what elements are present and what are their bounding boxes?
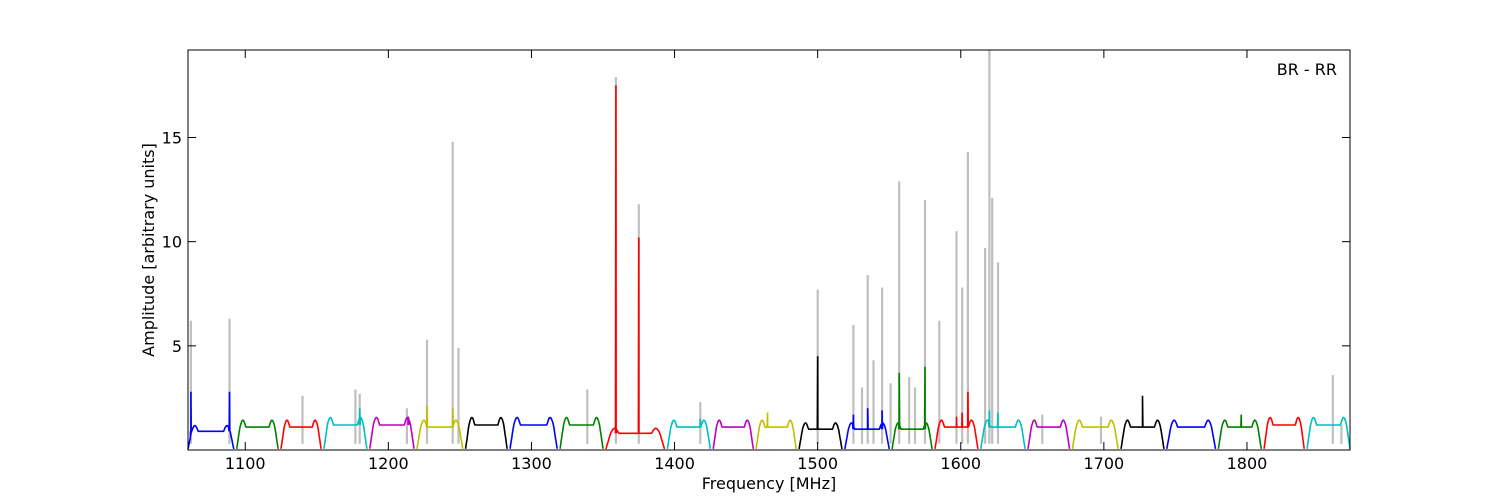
band-trace	[1263, 416, 1305, 449]
band-trace	[464, 416, 508, 449]
y-tick-label: 10	[162, 233, 182, 252]
band-trace	[755, 412, 797, 450]
band-trace	[980, 410, 1026, 450]
band-trace	[416, 406, 464, 450]
x-tick-label: 1700	[1084, 454, 1125, 473]
y-axis-ticks: 5 10 15	[162, 129, 1350, 356]
y-tick-label: 5	[172, 337, 182, 356]
band-trace	[1120, 395, 1165, 450]
band-trace	[712, 419, 755, 450]
band-trace	[605, 85, 666, 450]
band-trace	[1071, 419, 1119, 450]
x-tick-label: 1100	[225, 454, 266, 473]
band-trace	[891, 366, 933, 450]
band-trace	[1027, 419, 1071, 450]
band-trace	[323, 408, 368, 449]
band-trace	[368, 416, 415, 449]
band-trace	[235, 419, 279, 450]
band-trace	[1166, 419, 1217, 450]
x-tick-label: 1400	[654, 454, 695, 473]
band-trace	[666, 418, 712, 450]
band-trace	[798, 356, 843, 450]
x-tick-label: 1200	[368, 454, 409, 473]
x-tick-label: 1300	[511, 454, 552, 473]
band-traces-layer	[187, 85, 1351, 450]
x-axis-ticks: 1100 1200 1300 1400 1500 1600 1700 1800	[225, 50, 1267, 473]
band-trace	[280, 419, 322, 450]
x-tick-label: 1500	[797, 454, 838, 473]
plot-frame	[187, 49, 1351, 451]
x-axis-label: Frequency [MHz]	[702, 474, 836, 493]
y-axis-label: Amplitude [arbitrary units]	[139, 143, 158, 357]
band-trace	[559, 416, 604, 449]
band-trace	[844, 408, 890, 450]
band-trace	[1217, 414, 1263, 450]
band-trace	[187, 391, 235, 450]
band-trace	[1306, 416, 1351, 449]
x-tick-label: 1600	[940, 454, 981, 473]
chart-annotation: BR - RR	[1277, 60, 1337, 79]
x-tick-label: 1800	[1227, 454, 1268, 473]
y-tick-label: 15	[162, 129, 182, 148]
raw-spectrum-layer	[189, 50, 1343, 444]
band-trace	[934, 391, 979, 450]
band-trace	[509, 416, 558, 449]
